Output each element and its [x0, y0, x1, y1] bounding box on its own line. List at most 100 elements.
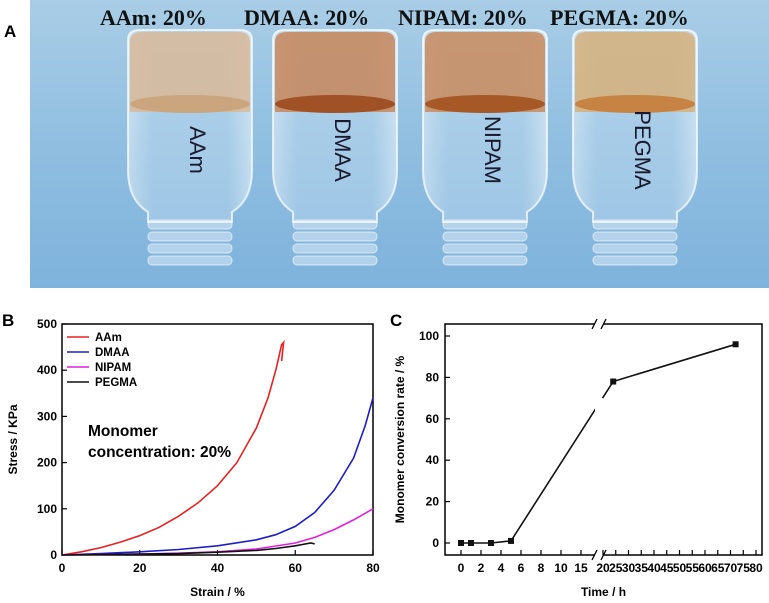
vial-thread — [292, 231, 378, 242]
vial-label-dmaa: DMAA: 20% — [244, 5, 370, 30]
legend-label: DMAA — [95, 347, 130, 359]
vial-label-aam: AAm: 20% — [100, 5, 207, 30]
series-line-dmaa — [61, 397, 374, 556]
conversion-line — [461, 343, 736, 544]
data-point — [468, 540, 474, 546]
gel-band — [130, 95, 250, 113]
vial-label-pegma: PEGMA: 20% — [550, 5, 689, 30]
vial-thread — [442, 243, 528, 254]
gel-band — [275, 95, 395, 113]
panel-a-letter: A — [4, 22, 17, 41]
x-axis-label: Time / h — [581, 585, 626, 599]
gel-band — [425, 95, 545, 113]
gel-band — [575, 95, 695, 113]
vial-thread — [292, 255, 378, 266]
gel — [275, 32, 395, 112]
y-tick-label: 300 — [37, 409, 57, 423]
y-tick-label: 100 — [419, 329, 439, 343]
vial-label-nipam: NIPAM: 20% — [398, 5, 528, 30]
vial: PEGMA — [572, 29, 698, 266]
y-tick-label: 400 — [37, 363, 57, 377]
stress-strain-chart: 0 20 40 60 80 0 100 200 300 400 500 Strain / % Stres… — [6, 317, 380, 599]
y-tick-label: 500 — [37, 317, 57, 331]
x-tick-label: 30 — [622, 561, 636, 575]
x-tick-label: 20 — [596, 561, 610, 575]
annotation-line-2: concentration: 20% — [88, 444, 231, 461]
vial-thread — [147, 231, 233, 242]
vial-thread — [592, 243, 678, 254]
x-axis-label: Strain / % — [190, 585, 245, 599]
x-tick-label: 15 — [574, 561, 588, 575]
vial-marking: NIPAM — [480, 116, 505, 184]
legend-label: PEGMA — [95, 377, 137, 389]
y-tick-label: 60 — [426, 412, 440, 426]
legend-label: NIPAM — [95, 362, 131, 374]
x-tick-label: 8 — [538, 561, 545, 575]
data-point — [458, 540, 464, 546]
series-line-aam — [61, 340, 285, 556]
x-tick-label: 2 — [478, 561, 485, 575]
x-tick-label: 65 — [711, 561, 725, 575]
line-break-gap — [595, 398, 603, 419]
y-axis-label: Stress / KPa — [6, 404, 20, 474]
y-tick-label: 0 — [50, 548, 57, 562]
y-tick-label: 200 — [37, 456, 57, 470]
x-tick-label: 4 — [498, 561, 505, 575]
vial: NIPAM — [422, 29, 548, 266]
x-tick-label: 80 — [749, 561, 763, 575]
data-point — [488, 540, 494, 546]
x-tick-label: 60 — [289, 561, 303, 575]
x-tick-label: 10 — [554, 561, 568, 575]
panel-c-letter: C — [390, 311, 403, 330]
plot-frame — [444, 323, 763, 556]
vial-thread — [442, 231, 528, 242]
vial: AAm — [127, 29, 253, 266]
vial-marking: AAm — [185, 126, 210, 174]
x-tick-label: 75 — [737, 561, 751, 575]
y-axis-label: Monomer conversion rate / % — [393, 355, 407, 523]
y-tick-label: 0 — [432, 536, 439, 550]
data-point — [732, 341, 739, 348]
series-line-nipam — [61, 508, 374, 556]
vial-thread — [147, 255, 233, 266]
x-tick-label: 50 — [673, 561, 687, 575]
x-tick-label: 55 — [686, 561, 700, 575]
conversion-time-chart: 0 2 4 6 8 10 15 20 25 30 35 40 45 50 55 60 65 70 75 8002040… — [393, 318, 763, 599]
vial-thread — [442, 255, 528, 266]
y-tick-label: 100 — [37, 502, 57, 516]
vials-photo: AAm DMAA NIPAM PEGMA AAm: 20% DMAA: 20% NIP… — [30, 0, 769, 288]
vial-marking: DMAA — [330, 118, 355, 182]
x-tick-label: 40 — [211, 561, 225, 575]
x-tick-label: 60 — [698, 561, 712, 575]
x-tick-label: 80 — [366, 561, 380, 575]
y-tick-label: 80 — [426, 370, 440, 384]
axis-break-gap — [595, 319, 603, 329]
axis-break-mark — [591, 549, 598, 561]
x-tick-label: 35 — [635, 561, 649, 575]
gel — [425, 32, 545, 112]
vial-thread — [592, 231, 678, 242]
x-tick-label: 0 — [59, 561, 66, 575]
data-point — [508, 537, 514, 544]
y-tick-label: 20 — [426, 495, 440, 509]
vial: DMAA — [272, 29, 398, 266]
data-point — [610, 378, 617, 385]
x-tick-label: 40 — [647, 561, 661, 575]
vial-thread — [592, 255, 678, 266]
legend-label: AAm — [95, 332, 122, 344]
axis-break-mark — [591, 318, 598, 330]
gel — [575, 32, 695, 112]
gel — [130, 32, 250, 112]
x-tick-label: 45 — [660, 561, 674, 575]
panel-b-letter: B — [2, 311, 15, 330]
vial-marking: PEGMA — [630, 110, 655, 190]
axis-break-mark — [600, 318, 607, 330]
x-tick-label: 25 — [609, 561, 623, 575]
x-tick-label: 6 — [518, 561, 525, 575]
x-tick-label: 20 — [133, 561, 147, 575]
vial-thread — [147, 243, 233, 254]
annotation-line-1: Monomer — [88, 423, 158, 440]
x-tick-label: 0 — [458, 561, 465, 575]
y-tick-label: 40 — [426, 453, 440, 467]
series-line-pegma — [61, 542, 315, 556]
